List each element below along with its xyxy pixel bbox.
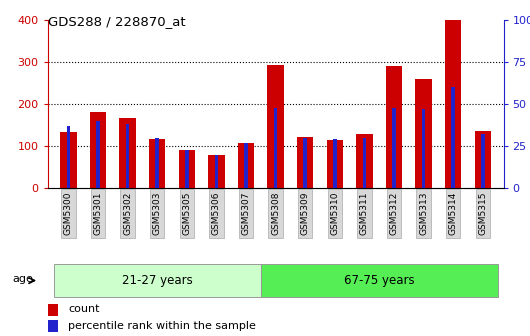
Text: GSM5310: GSM5310 — [330, 192, 339, 236]
Text: percentile rank within the sample: percentile rank within the sample — [68, 321, 256, 331]
Bar — [48, 304, 58, 316]
Bar — [422, 109, 426, 188]
Bar — [392, 108, 396, 188]
Bar — [475, 131, 491, 188]
Bar — [96, 121, 100, 188]
Text: GSM5315: GSM5315 — [478, 192, 487, 236]
Bar — [481, 134, 484, 188]
Bar — [297, 137, 313, 188]
Bar — [185, 150, 189, 188]
Text: GSM5305: GSM5305 — [182, 192, 191, 236]
Bar — [452, 87, 455, 188]
Bar — [215, 155, 218, 188]
Bar — [416, 79, 432, 188]
Text: 67-75 years: 67-75 years — [344, 274, 414, 287]
Text: count: count — [68, 304, 100, 314]
Bar — [356, 134, 373, 188]
Bar — [274, 108, 277, 188]
Text: GSM5309: GSM5309 — [301, 192, 310, 236]
Bar — [208, 155, 225, 188]
Bar — [60, 132, 76, 188]
Bar — [326, 140, 343, 188]
Text: GSM5312: GSM5312 — [390, 192, 399, 235]
Bar — [386, 67, 402, 188]
Bar — [333, 139, 337, 188]
Bar — [445, 20, 461, 188]
Text: GSM5307: GSM5307 — [242, 192, 251, 236]
Text: GSM5314: GSM5314 — [449, 192, 458, 235]
Bar — [67, 126, 70, 188]
Text: GSM5313: GSM5313 — [419, 192, 428, 236]
Text: GSM5300: GSM5300 — [64, 192, 73, 236]
Bar — [179, 151, 195, 188]
Bar — [119, 118, 136, 188]
Text: age: age — [12, 274, 33, 284]
Text: GSM5308: GSM5308 — [271, 192, 280, 236]
Bar — [155, 138, 159, 188]
Text: GSM5306: GSM5306 — [212, 192, 221, 236]
Bar — [363, 138, 366, 188]
Bar — [238, 143, 254, 188]
Text: GSM5311: GSM5311 — [360, 192, 369, 236]
Text: GSM5302: GSM5302 — [123, 192, 132, 235]
Bar — [268, 65, 284, 188]
Text: GSM5303: GSM5303 — [153, 192, 162, 236]
Text: GDS288 / 228870_at: GDS288 / 228870_at — [48, 15, 186, 28]
Bar — [244, 143, 248, 188]
Bar — [48, 321, 58, 332]
Bar — [261, 264, 498, 297]
Bar — [90, 112, 106, 188]
Text: GSM5301: GSM5301 — [93, 192, 102, 236]
Text: 21-27 years: 21-27 years — [122, 274, 192, 287]
Bar — [54, 264, 261, 297]
Bar — [126, 124, 129, 188]
Bar — [149, 139, 165, 188]
Bar — [303, 138, 307, 188]
